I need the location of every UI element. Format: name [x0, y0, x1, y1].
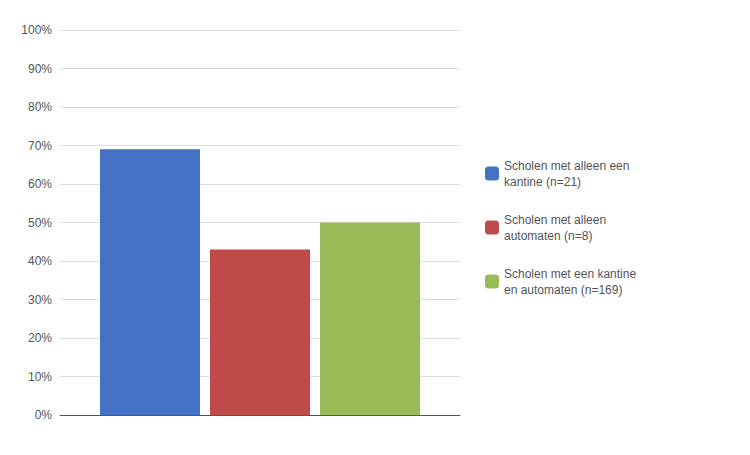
svg-text:automaten (n=8): automaten (n=8) [504, 229, 592, 243]
svg-text:10%: 10% [28, 370, 52, 384]
svg-text:30%: 30% [28, 293, 52, 307]
svg-text:60%: 60% [28, 177, 52, 191]
svg-text:Scholen met alleen: Scholen met alleen [504, 213, 606, 227]
svg-text:20%: 20% [28, 331, 52, 345]
svg-text:40%: 40% [28, 254, 52, 268]
svg-text:0%: 0% [35, 408, 53, 422]
svg-text:90%: 90% [28, 62, 52, 76]
svg-text:Scholen met alleen een: Scholen met alleen een [504, 159, 629, 173]
svg-text:70%: 70% [28, 139, 52, 153]
svg-text:80%: 80% [28, 100, 52, 114]
svg-text:en automaten (n=169): en automaten (n=169) [504, 283, 622, 297]
svg-text:Scholen met een kantine: Scholen met een kantine [504, 267, 636, 281]
svg-text:50%: 50% [28, 216, 52, 230]
svg-text:kantine (n=21): kantine (n=21) [504, 175, 581, 189]
svg-text:100%: 100% [21, 23, 52, 37]
